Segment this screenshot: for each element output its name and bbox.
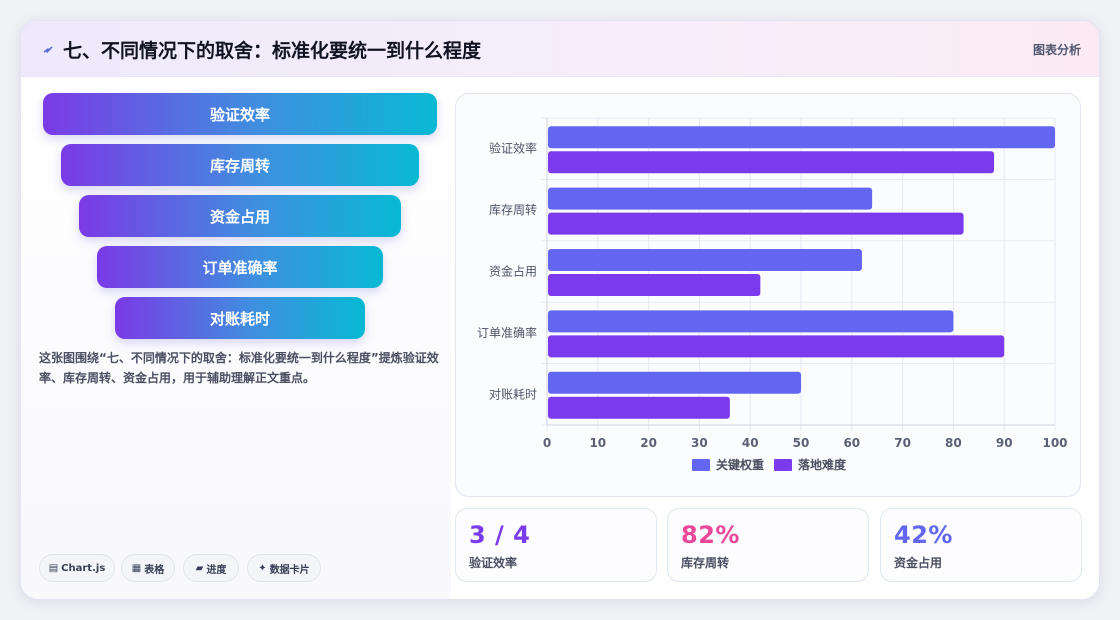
x-tick-label: 70: [894, 436, 911, 450]
funnel-step: 对账耗时: [115, 297, 365, 339]
chip-label: 数据卡片: [269, 564, 310, 576]
funnel-step: 订单准确率: [97, 246, 383, 288]
x-tick-label: 10: [589, 436, 606, 450]
lightning-icon: [43, 46, 53, 53]
chip-label: 进度: [206, 564, 227, 576]
stat-card-capital: 42% 资金占用: [880, 508, 1082, 582]
main-card: 七、不同情况下的取舍：标准化要统一到什么程度 图表分析 验证效率 库存周转 资金…: [20, 20, 1100, 600]
header-bar: 七、不同情况下的取舍：标准化要统一到什么程度 图表分析: [21, 21, 1099, 77]
stat-card-inventory: 82% 库存周转: [667, 508, 869, 582]
y-tick-label: 资金占用: [489, 264, 537, 279]
legend-label: 关键权重: [716, 457, 764, 472]
stat-value: 82%: [681, 521, 740, 549]
bar-weight: [548, 187, 873, 210]
bar-difficulty: [548, 151, 995, 174]
y-tick-label: 库存周转: [489, 202, 537, 217]
bar-chart: 0 10 20 30 40 50 60 70 80 90 100 验证效率库存周转资金占用订单准确率对…: [477, 117, 1068, 472]
bar-weight: [548, 249, 862, 271]
stat-value: 42%: [894, 521, 953, 549]
progress-icon: ▰: [195, 562, 204, 574]
chip-chartjs[interactable]: ▤ Chart.js: [39, 554, 115, 582]
x-tick-label: 20: [640, 436, 657, 450]
chip-data-card[interactable]: ✦ 数据卡片: [247, 554, 321, 582]
bar-chart-panel: 0 10 20 30 40 50 60 70 80 90 100 验证效率库存周转资金占用订单准确率对…: [455, 93, 1081, 497]
stat-label: 资金占用: [894, 556, 943, 570]
stat-card-verification: 3 / 4 验证效率: [455, 508, 657, 582]
y-tick-label: 对账耗时: [489, 387, 537, 401]
bar-weight: [548, 310, 954, 333]
chart-analysis-tag: 图表分析: [1032, 43, 1081, 57]
legend-swatch: [692, 459, 710, 471]
page-title: 七、不同情况下的取舍：标准化要统一到什么程度: [63, 40, 482, 62]
y-tick-label: 验证效率: [489, 141, 537, 156]
x-tick-label: 0: [543, 436, 551, 450]
bar-difficulty: [548, 212, 964, 235]
funnel-step: 验证效率: [43, 93, 437, 135]
x-tick-label: 100: [1042, 436, 1067, 450]
chart-icon: ▤: [48, 562, 59, 574]
table-icon: ▦: [131, 562, 142, 574]
x-tick-label: 80: [945, 436, 962, 450]
bar-weight: [548, 126, 1055, 149]
y-tick-label: 订单准确率: [477, 325, 537, 340]
chip-label: 表格: [144, 564, 165, 576]
bar-weight: [548, 371, 801, 394]
funnel-step: 资金占用: [79, 195, 401, 237]
x-tick-label: 30: [691, 436, 708, 450]
stat-label: 验证效率: [469, 556, 518, 570]
bar-difficulty: [548, 335, 1005, 358]
bar-difficulty: [548, 274, 761, 296]
x-tick-label: 60: [843, 436, 860, 450]
chip-label: Chart.js: [61, 562, 106, 574]
chip-table[interactable]: ▦ 表格: [121, 554, 175, 582]
chart-description: 这张图围绕“七、不同情况下的取舍：标准化要统一到什么程度”提炼验证效率、库存周转…: [39, 351, 439, 385]
bar-difficulty: [548, 396, 730, 419]
legend-label: 落地难度: [798, 457, 847, 472]
funnel-step: 库存周转: [61, 144, 419, 186]
stat-label: 库存周转: [681, 556, 730, 570]
sparkle-icon: ✦: [258, 562, 267, 574]
x-tick-label: 40: [742, 436, 759, 450]
legend-swatch: [774, 459, 792, 471]
funnel-panel: 验证效率 库存周转 资金占用 订单准确率 对账耗时 这张图围绕“七、不同情况下的…: [21, 77, 451, 599]
x-tick-label: 50: [793, 436, 810, 450]
x-tick-label: 90: [996, 436, 1013, 450]
chip-progress[interactable]: ▰ 进度: [183, 554, 239, 582]
stat-value: 3 / 4: [469, 521, 531, 549]
